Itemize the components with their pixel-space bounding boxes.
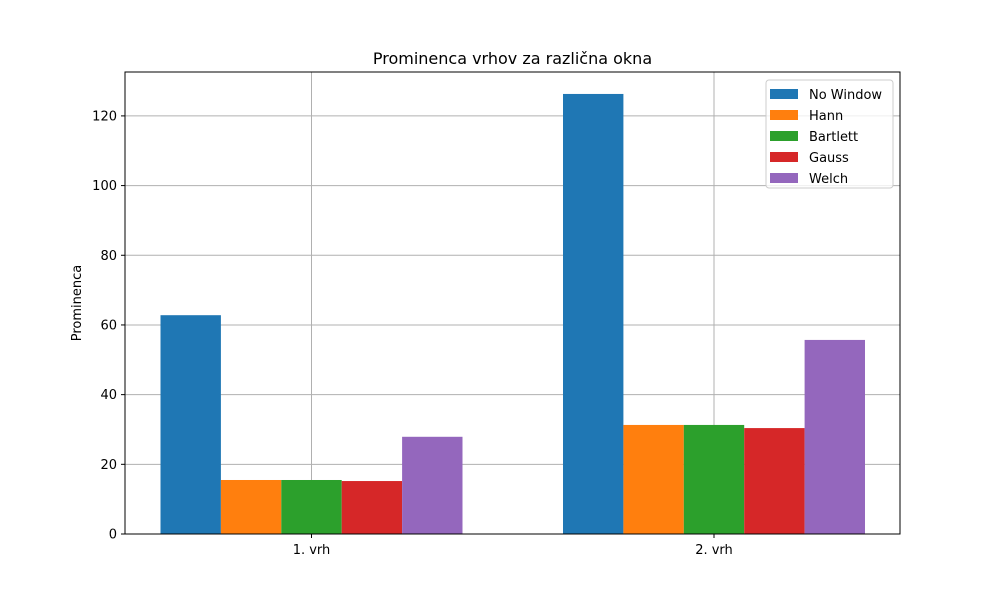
legend-label: Bartlett (809, 130, 858, 145)
bar-gauss (744, 428, 805, 534)
grid (125, 72, 900, 535)
legend-label: Hann (809, 109, 843, 124)
legend-label: Welch (809, 172, 848, 187)
bar-welch (402, 436, 463, 534)
y-tick-label: 0 (109, 528, 117, 543)
bar-no-window (563, 93, 624, 534)
bar-bartlett (683, 424, 745, 534)
bars (160, 93, 865, 534)
x-axis: 1. vrh 2. vrh (293, 534, 733, 558)
legend-swatch (770, 131, 798, 141)
y-tick-label: 40 (100, 388, 117, 403)
legend-swatch (770, 152, 798, 162)
legend-swatch (770, 173, 798, 183)
legend-swatch (770, 89, 798, 99)
chart-title: Prominenca vrhov za različna okna (373, 49, 652, 68)
bar-gauss (341, 481, 403, 534)
legend-label: Gauss (809, 151, 849, 166)
y-tick-label: 100 (92, 179, 117, 194)
bar-bartlett (281, 479, 342, 534)
bar-hann (623, 424, 684, 534)
y-axis-label: Prominenca (70, 265, 85, 342)
y-tick-label: 120 (92, 109, 117, 124)
legend: No Window Hann Bartlett Gauss Welch (765, 79, 894, 189)
bar-hann (220, 479, 282, 534)
x-tick-label: 1. vrh (293, 543, 331, 558)
y-tick-label: 20 (100, 458, 117, 473)
legend-label: No Window (809, 88, 882, 103)
bar-no-window (160, 315, 221, 534)
y-tick-label: 80 (100, 249, 117, 264)
plot-frame (124, 71, 901, 535)
y-axis: 0 20 40 60 80 100 120 (92, 109, 125, 543)
legend-swatch (770, 110, 798, 120)
bar-welch (804, 339, 865, 534)
x-tick-label: 2. vrh (695, 543, 733, 558)
y-tick-label: 60 (100, 318, 117, 333)
